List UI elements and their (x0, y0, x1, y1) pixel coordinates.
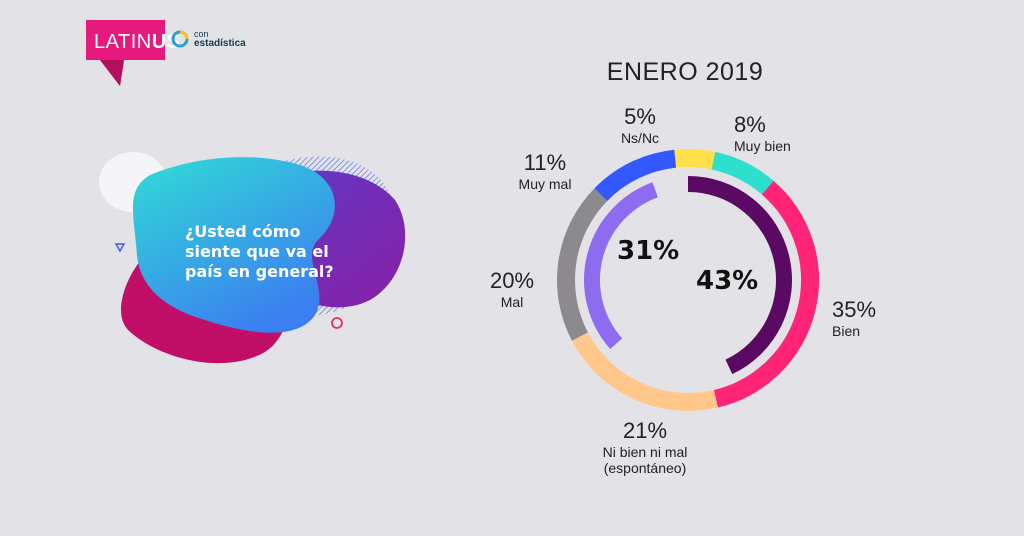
label-ns-nc: 5% Ns/Nc (620, 104, 660, 146)
partner-logo-icon (171, 30, 189, 48)
outer-slice-6 (674, 149, 716, 170)
label-mal: 20% Mal (489, 268, 535, 310)
brand-flag (86, 20, 165, 86)
chart-title: ENERO 2019 (606, 58, 764, 86)
inner-label-43: 43% (696, 266, 759, 296)
label-bien: 35% Bien (832, 297, 877, 339)
outer-slice-5 (594, 149, 677, 202)
label-ni-bien-ni-mal: 21% Ni bien ni mal (espontáneo) (602, 418, 688, 476)
outer-slice-1 (711, 151, 774, 195)
outer-slice-3 (571, 332, 718, 411)
inner-label-31: 31% (617, 236, 680, 266)
outer-slice-4 (557, 188, 608, 341)
partner-logo: con estadística (194, 29, 246, 49)
decorative-blobs (99, 152, 406, 364)
question-text: ¿Usted cómo siente que va el país en gen… (185, 222, 334, 281)
label-muy-mal: 11% Muy mal (518, 150, 572, 192)
label-muy-bien: 8% Muy bien (734, 112, 791, 154)
outer-slice-2 (713, 180, 819, 408)
inner-slice-1 (687, 176, 792, 375)
inner-slice-2 (584, 182, 659, 350)
